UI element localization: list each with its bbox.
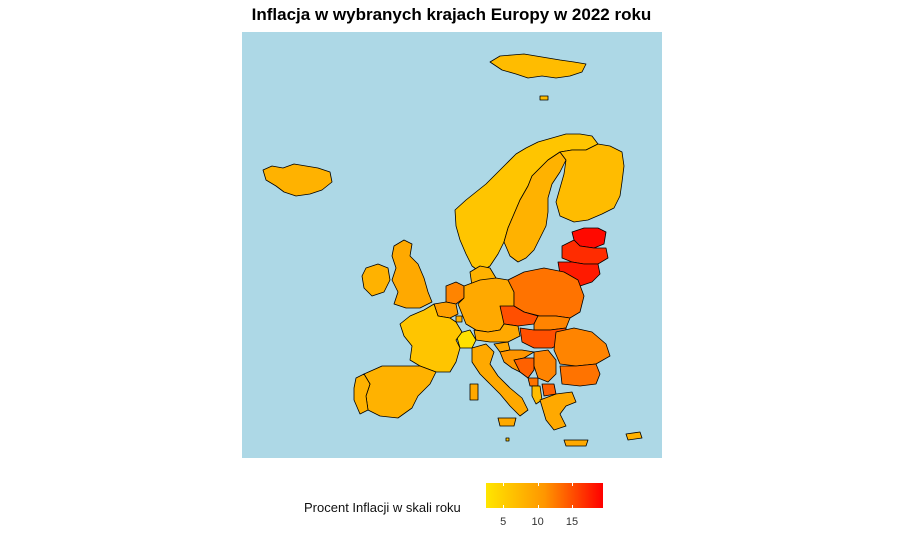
region-bosnia-and-herzegovina [513,357,535,379]
region-montenegro [527,377,539,387]
region-austria [473,323,521,343]
region-luxembourg [455,315,463,323]
region-finland [555,143,625,223]
region-switzerland [455,329,477,349]
region-north-macedonia [541,383,557,397]
region-greece [539,391,589,447]
legend-tick-mark [537,483,539,486]
legend-colorbar [486,483,603,508]
region-svalbard [489,53,587,101]
legend-tick-label: 10 [531,516,544,528]
region-bulgaria [559,363,601,387]
region-serbia [533,349,557,383]
region-sweden [503,151,567,263]
region-iceland [262,163,333,197]
region-malta [505,437,510,442]
legend-tick-mark [503,505,505,508]
region-ireland [361,263,391,297]
legend-tick-mark [503,483,505,486]
map-title: Inflacja w wybranych krajach Europy w 20… [251,5,652,24]
region-cyprus [625,431,643,441]
legend-tick-label: 5 [500,516,507,528]
legend-tick-label: 15 [565,516,579,528]
region-portugal [353,373,371,415]
region-italy [469,343,529,427]
legend-tick-mark [572,505,574,508]
region-romania [553,327,611,367]
legend-tick-mark [572,483,574,486]
region-latvia [561,239,609,265]
legend-title: Procent Inflacji w skali roku [304,500,461,515]
region-united-kingdom [391,239,433,309]
legend-tick-mark [537,505,539,508]
region-albania [531,385,543,405]
region-france [399,303,463,373]
